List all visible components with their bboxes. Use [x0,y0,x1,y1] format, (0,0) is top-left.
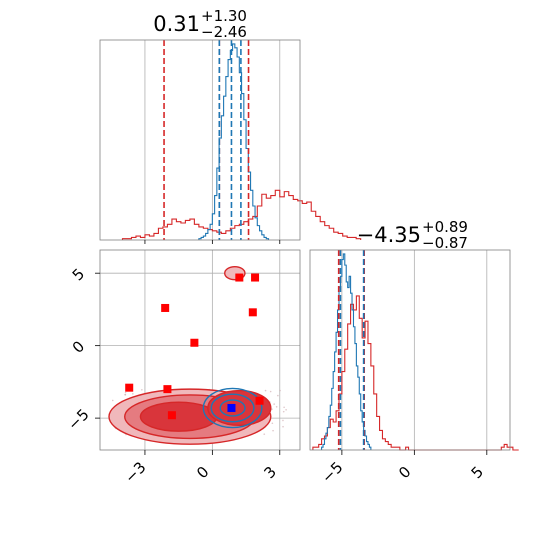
top-hist-title-minus: −2.46 [201,23,247,41]
x-tick-label: −5 [318,458,346,486]
scatter-point [272,429,274,432]
red-square-marker [248,308,257,317]
red-square-marker [161,303,170,312]
scatter-point [275,405,278,408]
x-tick-label: 0 [395,463,414,482]
histogram-panel-bottom-right: −5 0 5 [309,249,519,487]
right-hist-title-value: −4.35 [357,223,421,247]
histogram-blue-series [198,43,270,240]
histogram-red-series [312,295,519,451]
blue-contour [202,387,263,429]
top-hist-title-plus: +1.30 [201,7,247,25]
scatter-point [283,406,285,409]
scatter-point [271,422,274,425]
panel-frame [99,249,301,451]
scatter-point [124,391,127,394]
histogram-panel-top-left [99,39,362,244]
red-square-marker [190,338,199,347]
red-square-marker [163,385,172,394]
x-tick-label: 5 [468,463,487,482]
blue-contour [210,393,255,423]
red-square-marker [255,396,264,405]
contour-plot-area [100,250,300,450]
scatter-point [111,399,114,402]
x-tick-label: 0 [193,463,212,482]
y-tick-label: 0 [69,337,88,356]
scatter-point [269,390,272,393]
y-tick-label: 5 [69,265,88,284]
scatter-point [124,393,126,396]
panel-frame [309,249,511,451]
scatter-point [132,393,134,395]
scatter-point [141,388,143,391]
y-tick-label: −5 [64,405,92,433]
top-hist-title-value: 0.31 [153,12,200,36]
red-square-marker [251,273,260,282]
x-tick-label: 3 [261,463,280,482]
red-contour-level-3 [207,389,272,427]
x-tick-label: −3 [121,458,149,486]
contour-panel-bottom-left: −3 0 3 −5 0 5 [64,249,301,487]
scatter-point [285,408,287,411]
red-square-marker [125,383,134,392]
scatter-point [273,403,275,405]
right-hist-title-plus: +0.89 [422,218,468,236]
scatter-point [282,425,284,428]
right-hist-title-minus: −0.87 [422,234,468,252]
scatter-point [271,408,273,410]
scatter-point [263,433,266,435]
scatter-point [282,419,284,422]
scatter-point [282,410,285,413]
panel-frame [99,39,301,241]
scatter-point [277,394,279,397]
red-contour-level-3 [139,401,218,432]
scatter-point [279,389,281,392]
blue-square-marker [227,403,236,412]
scatter-point [264,389,267,392]
red-square-marker [167,411,176,420]
blue-contour [219,399,246,417]
red-square-marker [235,273,244,282]
